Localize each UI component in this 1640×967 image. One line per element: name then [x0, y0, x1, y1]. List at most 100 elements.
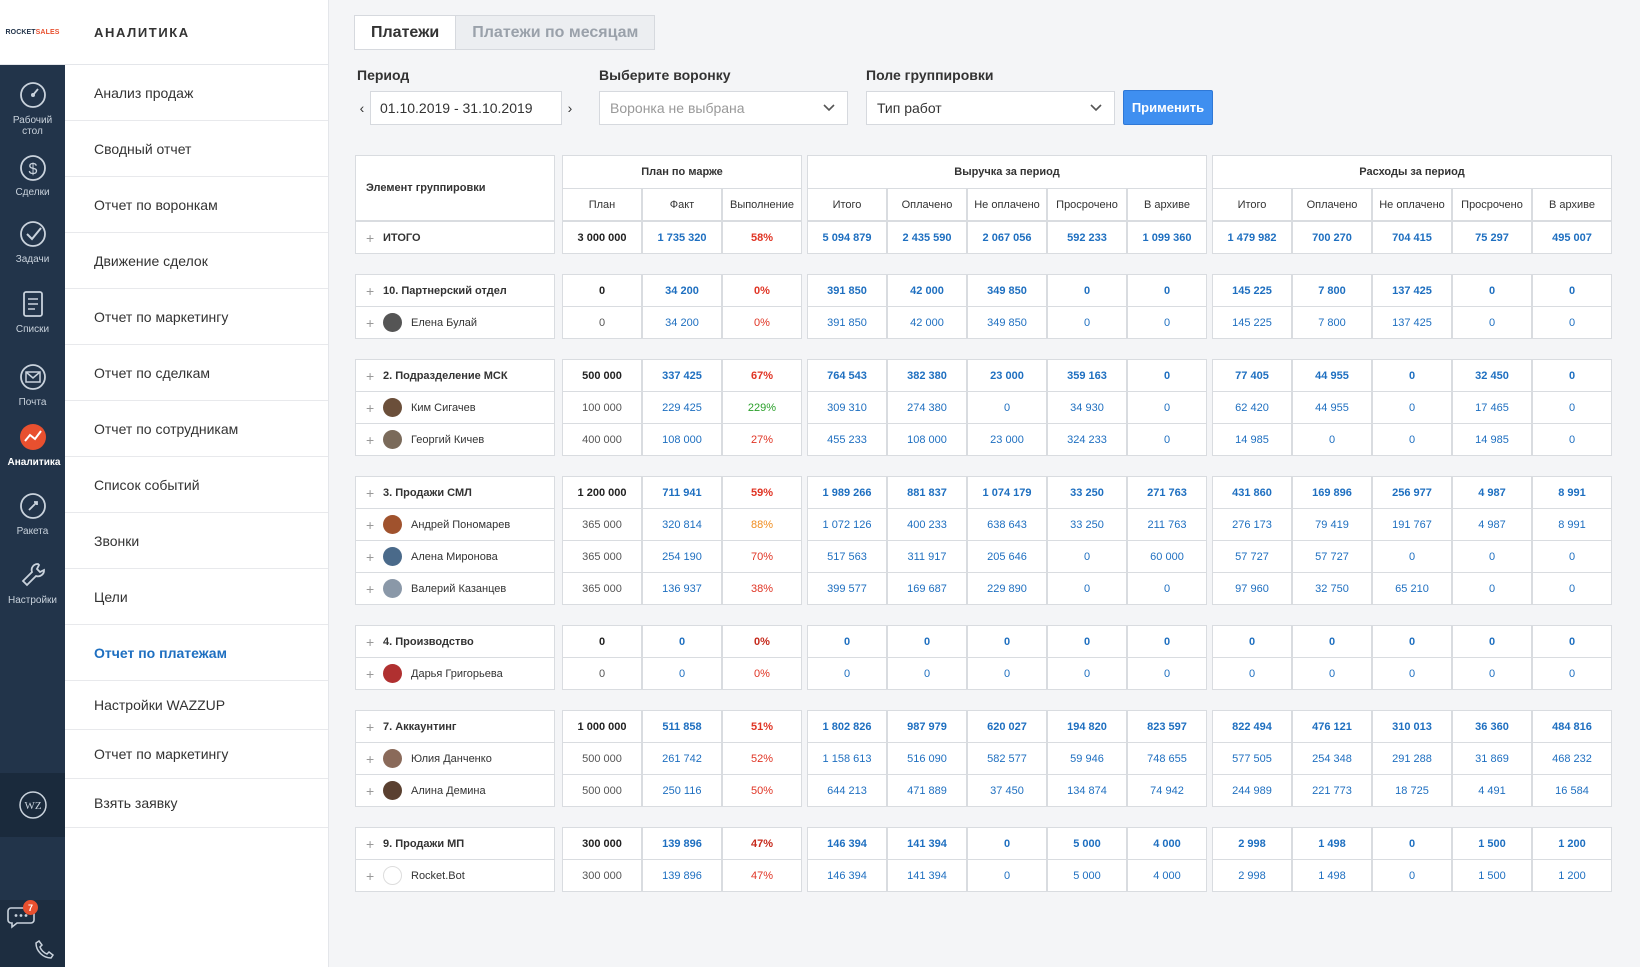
value-cell: 229 890: [967, 572, 1047, 605]
menu-item[interactable]: Звонки: [65, 513, 328, 569]
apply-button[interactable]: Применить: [1123, 90, 1213, 125]
value-cell: 291 288: [1372, 742, 1452, 775]
value-cell: 14 985: [1212, 423, 1292, 456]
value-cell: 33 250: [1047, 476, 1127, 509]
value-cell: 0: [1532, 572, 1612, 605]
row-name: Елена Булай: [411, 316, 478, 329]
svg-text:$: $: [28, 161, 37, 178]
expand-icon[interactable]: +: [366, 516, 375, 533]
value-cell: 134 874: [1047, 774, 1127, 807]
menu-item[interactable]: Цели: [65, 569, 328, 625]
row-name: 4. Производство: [383, 635, 474, 648]
phone-icon[interactable]: [34, 938, 56, 960]
value-cell: 0%: [722, 657, 802, 690]
avatar: [383, 515, 402, 534]
value-cell: 0: [1292, 657, 1372, 690]
tab-payments-by-month[interactable]: Платежи по месяцам: [456, 15, 656, 50]
value-cell: 0: [807, 657, 887, 690]
chat-badge: 7: [23, 900, 38, 915]
value-cell: 51%: [722, 710, 802, 743]
value-cell: 2 067 056: [967, 221, 1047, 254]
expand-icon[interactable]: +: [366, 484, 375, 501]
value-cell: 0: [1047, 572, 1127, 605]
section-header: Выручка за период: [807, 155, 1207, 189]
row-name-cell: + Георгий Кичев: [355, 423, 555, 456]
value-cell: 100 000: [562, 391, 642, 424]
table-row: + Rocket.Bot 300 000 139 896 47% 146 394 141 3…: [355, 859, 1612, 892]
row-name-cell: +7. Аккаунтинг: [355, 710, 555, 743]
row-name: 2. Подразделение МСК: [383, 369, 508, 382]
rail-item-dashboard[interactable]: Рабочий стол: [0, 78, 65, 137]
menu-item[interactable]: Отчет по сотрудникам: [65, 401, 328, 457]
wazzup-button[interactable]: WZ: [0, 773, 65, 837]
group-field-select[interactable]: Тип работ: [866, 91, 1115, 125]
value-cell: 67%: [722, 359, 802, 392]
menu-item[interactable]: Отчет по сделкам: [65, 345, 328, 401]
expand-icon[interactable]: +: [366, 782, 375, 799]
expand-icon[interactable]: +: [366, 665, 375, 682]
value-cell: 1 735 320: [642, 221, 722, 254]
value-cell: 400 233: [887, 508, 967, 541]
funnel-select[interactable]: Воронка не выбрана: [599, 91, 848, 125]
menu-item[interactable]: Анализ продаж: [65, 65, 328, 121]
analytics-icon: [16, 420, 50, 454]
row-name: Rocket.Bot: [411, 869, 465, 882]
rail-item-mail[interactable]: Почта: [0, 360, 65, 408]
rail-item-rocket[interactable]: Ракета: [0, 489, 65, 537]
expand-icon[interactable]: +: [366, 867, 375, 884]
value-cell: 75 297: [1452, 221, 1532, 254]
rail-item-dollar[interactable]: $ Сделки: [0, 150, 65, 198]
row-name-cell: + ИТОГО: [355, 221, 555, 254]
value-cell: 5 000: [1047, 827, 1127, 860]
value-cell: 1 500: [1452, 859, 1532, 892]
expand-icon[interactable]: +: [366, 580, 375, 597]
row-name-cell: + Юлия Данченко: [355, 742, 555, 775]
value-cell: 146 394: [807, 859, 887, 892]
row-name-cell: + Елена Булай: [355, 306, 555, 339]
expand-icon[interactable]: +: [366, 399, 375, 416]
menu-item[interactable]: Сводный отчет: [65, 121, 328, 177]
menu-item[interactable]: Отчет по маркетингу: [65, 289, 328, 345]
menu-item[interactable]: Отчет по маркетингу: [65, 730, 328, 779]
expand-icon[interactable]: +: [366, 750, 375, 767]
expand-icon[interactable]: +: [366, 314, 375, 331]
expand-icon[interactable]: +: [366, 835, 375, 852]
value-cell: 17 465: [1452, 391, 1532, 424]
value-cell: 254 190: [642, 540, 722, 573]
rail-item-analytics[interactable]: Аналитика: [0, 420, 65, 468]
value-cell: 822 494: [1212, 710, 1292, 743]
expand-icon[interactable]: +: [366, 282, 375, 299]
value-cell: 1 989 266: [807, 476, 887, 509]
rail-item-checkmark[interactable]: Задачи: [0, 217, 65, 265]
tab-payments[interactable]: Платежи: [354, 15, 457, 50]
menu-item[interactable]: Взять заявку: [65, 779, 328, 828]
app-logo[interactable]: ROCKETSALES: [0, 0, 65, 65]
expand-icon[interactable]: +: [366, 229, 375, 246]
menu-item[interactable]: Отчет по воронкам: [65, 177, 328, 233]
menu-item[interactable]: Список событий: [65, 457, 328, 513]
value-cell: 0: [642, 625, 722, 658]
expand-icon[interactable]: +: [366, 718, 375, 735]
value-cell: 516 090: [887, 742, 967, 775]
value-cell: 254 348: [1292, 742, 1372, 775]
value-cell: 88%: [722, 508, 802, 541]
value-cell: 320 814: [642, 508, 722, 541]
expand-icon[interactable]: +: [366, 548, 375, 565]
period-next-button[interactable]: ›: [567, 100, 573, 116]
row-name: Ким Сигачев: [411, 401, 476, 414]
rail-item-wrench[interactable]: Настройки: [0, 558, 65, 606]
value-cell: 431 860: [1212, 476, 1292, 509]
avatar: [383, 313, 402, 332]
menu-item[interactable]: Отчет по платежам: [65, 625, 328, 681]
value-cell: 0%: [722, 306, 802, 339]
expand-icon[interactable]: +: [366, 633, 375, 650]
period-prev-button[interactable]: ‹: [359, 100, 365, 116]
value-cell: 324 233: [1047, 423, 1127, 456]
rail-item-list[interactable]: Списки: [0, 287, 65, 335]
expand-icon[interactable]: +: [366, 431, 375, 448]
value-cell: 0: [807, 625, 887, 658]
menu-item[interactable]: Настройки WAZZUP: [65, 681, 328, 730]
period-input[interactable]: 01.10.2019 - 31.10.2019: [370, 91, 562, 125]
menu-item[interactable]: Движение сделок: [65, 233, 328, 289]
expand-icon[interactable]: +: [366, 367, 375, 384]
